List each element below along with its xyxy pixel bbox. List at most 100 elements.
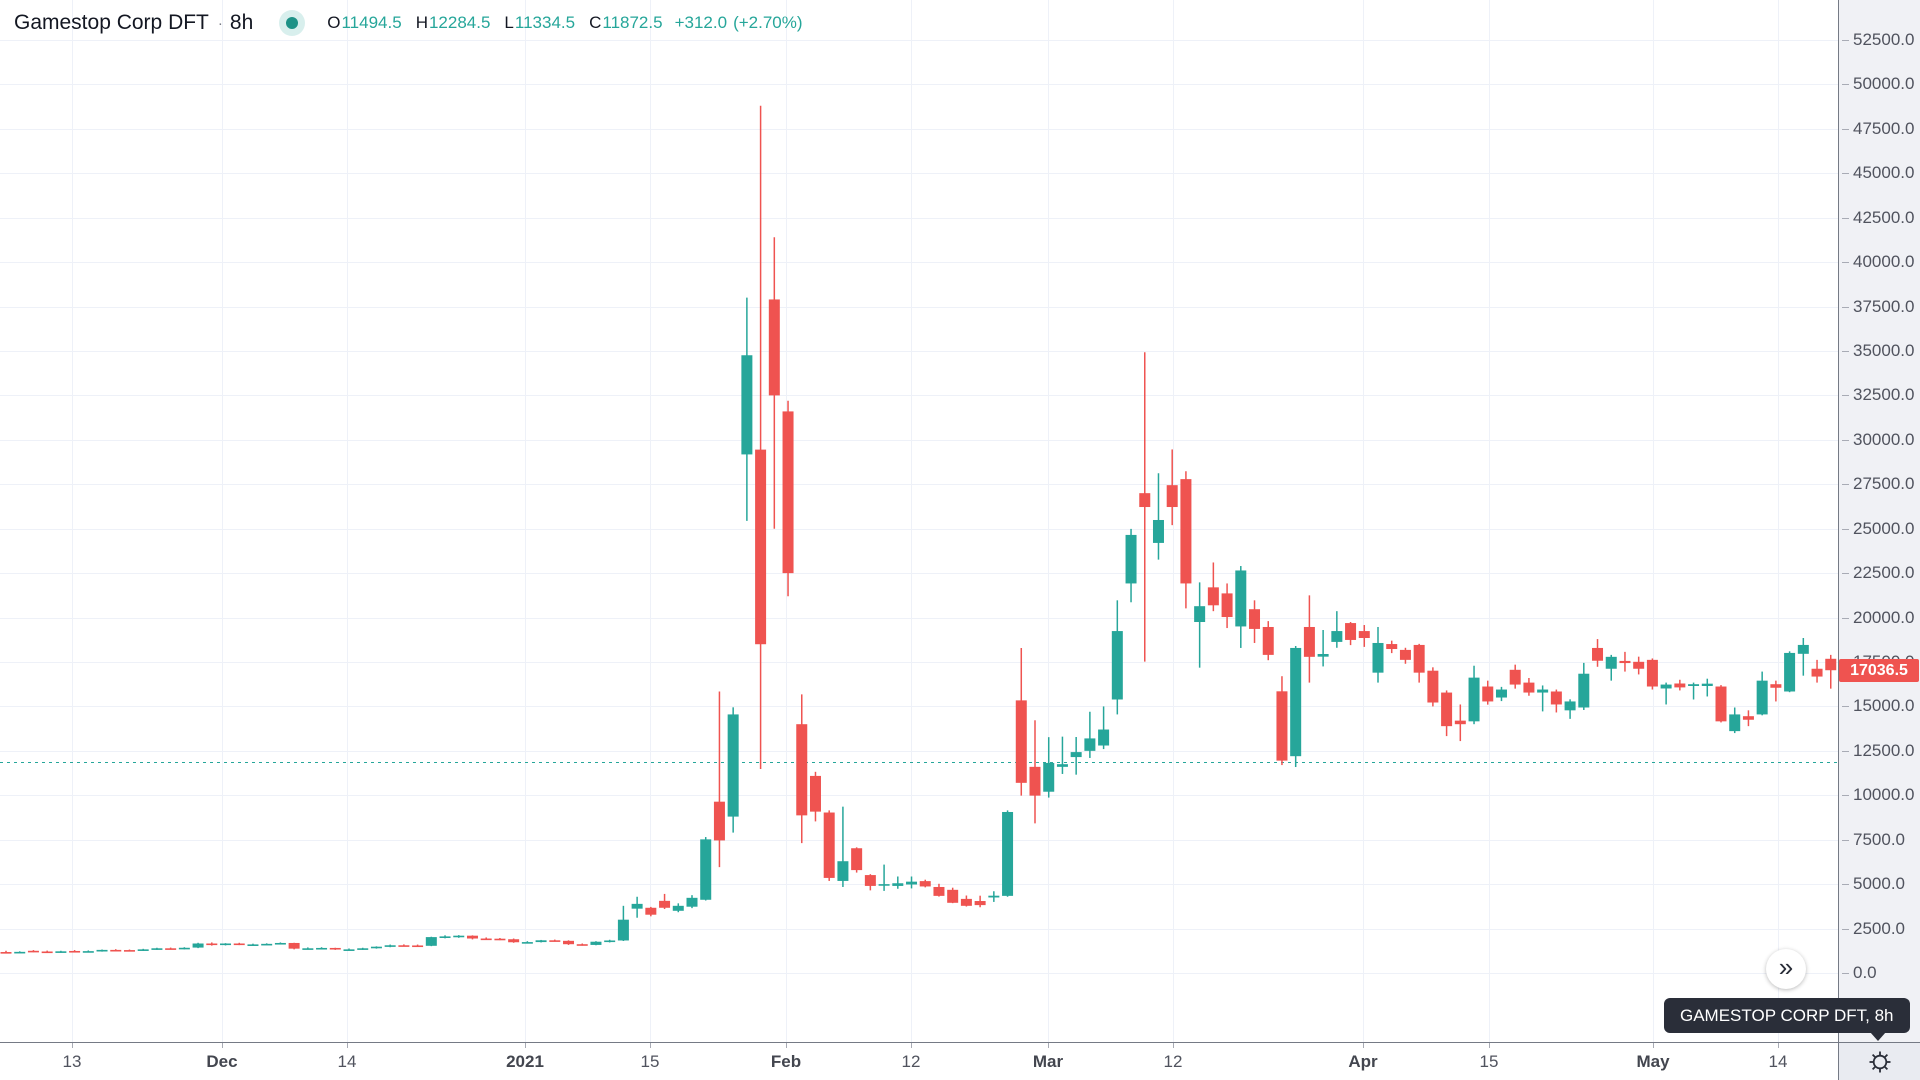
symbol-tooltip-text: GAMESTOP CORP DFT, 8h — [1680, 1005, 1894, 1025]
price-tick — [1842, 840, 1849, 841]
candle-body — [425, 937, 437, 946]
candle-body — [549, 940, 561, 942]
symbol-tooltip: GAMESTOP CORP DFT, 8h — [1664, 998, 1910, 1041]
time-tick — [222, 1043, 223, 1048]
time-tick — [1489, 1043, 1490, 1048]
candle-body — [206, 943, 218, 946]
price-tick-label: 37500.0 — [1853, 296, 1915, 316]
candle-body — [851, 848, 863, 871]
time-tick — [786, 1043, 787, 1048]
candle-body — [1029, 766, 1041, 796]
candle-body — [837, 861, 849, 881]
price-tick-label: 27500.0 — [1853, 474, 1915, 494]
price-tick — [1842, 795, 1849, 796]
candle-body — [960, 898, 972, 906]
candle-body — [974, 901, 986, 906]
price-tick — [1842, 262, 1849, 263]
chart-legend: Gamestop Corp DFT · 8h O 11494.5 H 12284.5… — [14, 8, 803, 38]
candle-body — [906, 881, 918, 885]
scroll-to-recent-button[interactable]: » — [1766, 949, 1806, 989]
time-tick — [1363, 1043, 1364, 1048]
candle-body — [494, 938, 506, 941]
price-tick-label: 15000.0 — [1853, 696, 1915, 716]
price-axis[interactable]: 52500.0 50000.0 47500.0 45000.0 42500.0 40000… — [1838, 0, 1920, 1042]
candle-body — [1441, 692, 1453, 727]
close-value: 11872.5 — [602, 13, 663, 32]
candle-body — [123, 950, 135, 952]
candle-body — [1646, 659, 1658, 687]
candle-body — [453, 935, 465, 938]
candle-body — [14, 951, 26, 954]
candle-body — [412, 945, 424, 948]
time-tick — [1653, 1043, 1654, 1048]
price-tick-label: 52500.0 — [1853, 29, 1915, 49]
candle-body — [988, 895, 1000, 898]
candle-body — [1194, 606, 1206, 623]
candle-body — [576, 944, 588, 946]
candle-body — [768, 299, 780, 396]
candle-body — [1742, 716, 1754, 720]
candle-body — [1495, 689, 1507, 698]
candle-body — [659, 900, 671, 908]
candle-body — [302, 948, 314, 950]
candle-body — [1633, 661, 1645, 669]
candle-body — [1797, 644, 1809, 654]
price-tick-label: 5000.0 — [1853, 874, 1905, 894]
candle-body — [1619, 660, 1631, 664]
candle-body — [1564, 701, 1576, 711]
candle-body — [878, 884, 890, 886]
candle-body — [384, 945, 396, 947]
candle-body — [1550, 691, 1562, 705]
price-tick-label: 42500.0 — [1853, 207, 1915, 227]
price-tick-label: 45000.0 — [1853, 163, 1915, 183]
time-tick-label: Feb — [770, 1052, 802, 1071]
gear-icon[interactable] — [1868, 1050, 1892, 1074]
high-label: H — [415, 13, 428, 32]
price-tick-label: 12500.0 — [1853, 740, 1915, 760]
candle-body — [343, 949, 355, 951]
candle-body — [645, 907, 657, 915]
low-label: L — [504, 13, 514, 32]
candle-body — [0, 952, 12, 954]
title-separator: · — [217, 14, 223, 32]
candle-body — [1537, 689, 1549, 693]
time-tick-label: 14 — [337, 1052, 357, 1071]
price-tick — [1842, 929, 1849, 930]
price-tick-label: 47500.0 — [1853, 118, 1915, 138]
chart-canvas[interactable] — [0, 0, 1838, 1042]
time-tick — [347, 1043, 348, 1048]
interval-label[interactable]: 8h — [229, 11, 254, 34]
time-tick — [1173, 1043, 1174, 1048]
price-tick — [1842, 440, 1849, 441]
candle-body — [165, 948, 177, 950]
price-tick — [1842, 973, 1849, 974]
candlestick-chart[interactable] — [0, 0, 1838, 1042]
candle-body — [247, 944, 259, 946]
price-tick — [1842, 173, 1849, 174]
time-tick-label: 2021 — [506, 1052, 544, 1071]
candle-body — [1221, 593, 1233, 618]
candle-body — [1688, 684, 1700, 686]
candle-body — [82, 951, 94, 953]
candle-body — [1756, 680, 1768, 715]
change-percent: (+2.70%) — [733, 13, 803, 32]
close-label: C — [589, 13, 602, 32]
candle-body — [1084, 738, 1096, 751]
price-tick-label: 25000.0 — [1853, 518, 1915, 538]
time-axis[interactable]: 13 Dec 14 2021 15 Feb 12 Mar 12 Apr 15 May 14 — [0, 1042, 1838, 1080]
price-tick — [1842, 751, 1849, 752]
price-tick-label: 50000.0 — [1853, 74, 1915, 94]
candle-body — [590, 941, 602, 945]
candle-body — [1290, 647, 1302, 757]
symbol-title[interactable]: Gamestop Corp DFT — [14, 11, 209, 34]
candle-body — [178, 947, 190, 950]
candle-body — [864, 875, 876, 886]
candle-body — [96, 949, 108, 952]
candle-body — [370, 946, 382, 949]
candle-body — [1358, 631, 1370, 638]
market-status-icon[interactable] — [279, 10, 306, 36]
candle-body — [631, 903, 643, 909]
candle-body — [713, 801, 725, 841]
candle-body — [27, 950, 39, 953]
